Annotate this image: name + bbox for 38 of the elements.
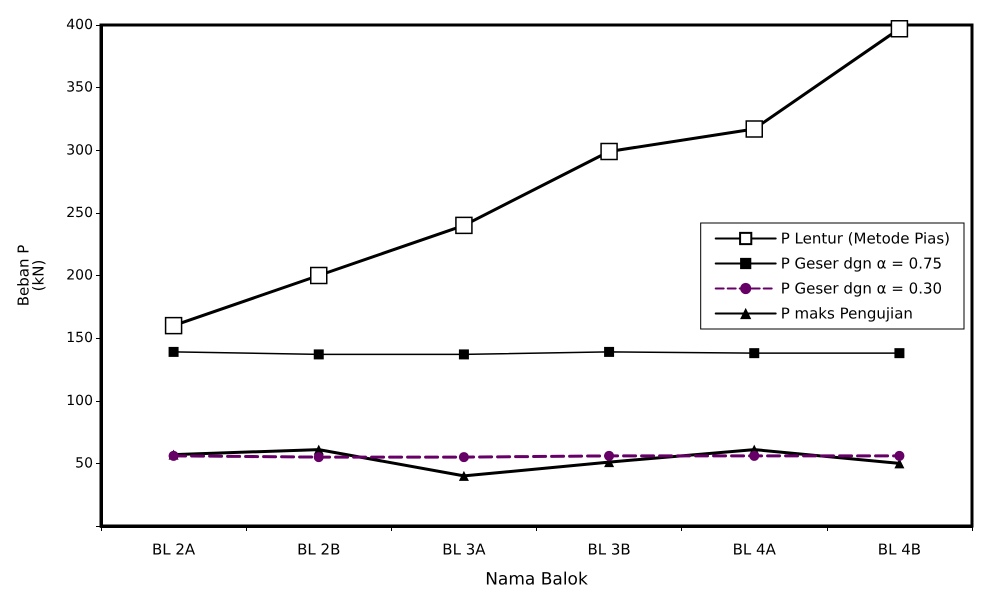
y-axis-title: Beban P (kN) xyxy=(14,244,48,306)
y-tick-label: 100 xyxy=(66,392,93,409)
point xyxy=(314,452,324,462)
x-axis-title: Nama Balok xyxy=(485,570,588,590)
y-tick-label: 400 xyxy=(66,17,93,33)
point xyxy=(458,452,469,462)
x-tick-label: BL 2A xyxy=(152,540,196,558)
point xyxy=(458,470,469,481)
y-tick-label: 150 xyxy=(66,330,93,346)
point xyxy=(458,349,469,360)
point xyxy=(164,316,182,334)
point xyxy=(314,349,324,360)
x-tick-label: BL 3B xyxy=(587,540,631,558)
x-tick-label: BL 2B xyxy=(297,540,340,558)
y-tick-label: 200 xyxy=(66,268,93,284)
x-tick-label: BL 4B xyxy=(878,540,922,558)
y-tick-label: 50 xyxy=(75,455,93,472)
point xyxy=(600,142,618,160)
point xyxy=(310,266,328,284)
point xyxy=(604,346,614,357)
point xyxy=(894,450,904,461)
point xyxy=(455,216,473,234)
legend-label: P maks Pengujian xyxy=(780,304,913,322)
y-tick-label: 350 xyxy=(66,80,93,96)
legend-label: P Geser dgn α = 0.30 xyxy=(780,280,942,298)
legend-label: P Lentur (Metode Pias) xyxy=(780,230,950,248)
point xyxy=(749,348,760,358)
point xyxy=(746,120,763,138)
point xyxy=(894,348,904,358)
legend-label: P Geser dgn α = 0.75 xyxy=(780,254,942,272)
x-tick-label: BL 4A xyxy=(732,540,777,558)
y-tick-label: 250 xyxy=(66,204,93,221)
point xyxy=(890,20,908,38)
x-tick-label: BL 3A xyxy=(442,540,486,558)
point xyxy=(604,450,614,461)
point xyxy=(168,346,179,357)
point xyxy=(749,450,760,461)
y-tick-label: 300 xyxy=(66,142,93,158)
